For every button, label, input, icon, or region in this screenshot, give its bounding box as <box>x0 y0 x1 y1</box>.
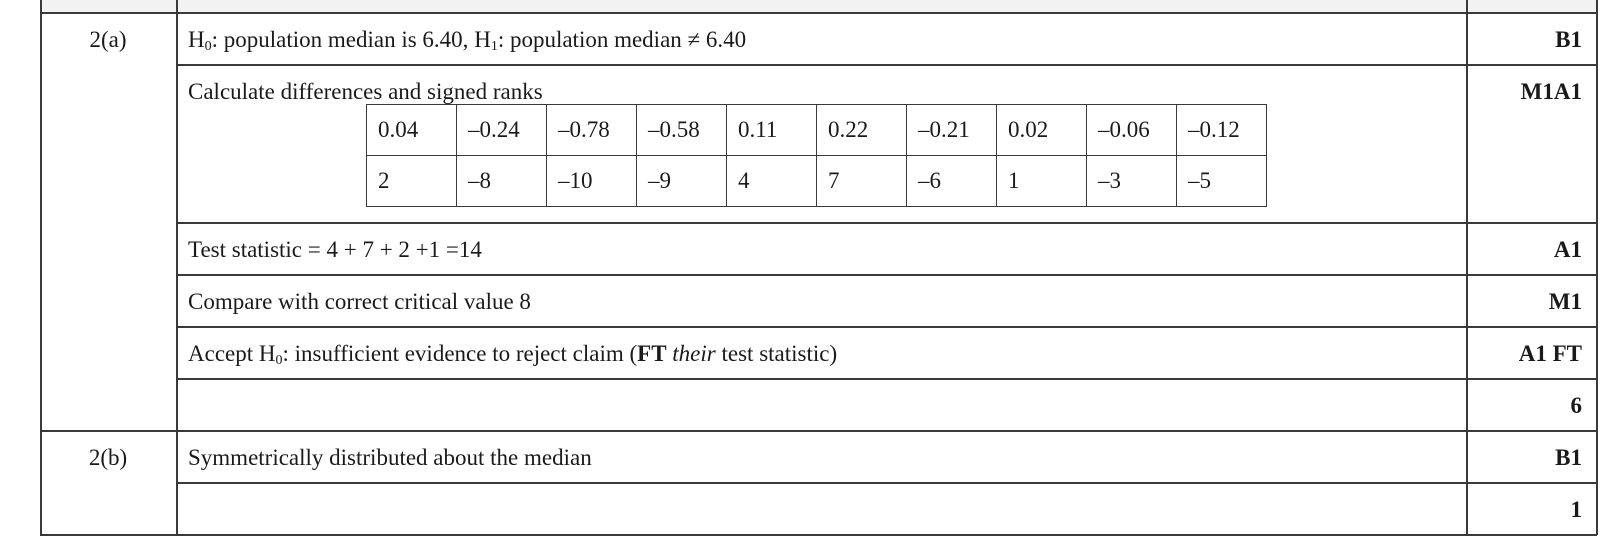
compare-text: Compare with correct critical value 8 <box>188 289 531 314</box>
rank-cell: –6 <box>906 155 997 207</box>
mark-label: M1A1 <box>1520 79 1582 104</box>
rank-cell: –3 <box>1086 155 1177 207</box>
mark-label: M1 <box>1548 289 1582 314</box>
total-mark: 1 <box>1570 497 1583 522</box>
column-divider <box>1596 0 1598 535</box>
hypotheses-text: H0: population median is 6.40, H1: popul… <box>188 27 747 54</box>
difference-cell: 0.11 <box>726 104 817 156</box>
difference-cell: 0.22 <box>816 104 907 156</box>
test-statistic-text: Test statistic = 4 + 7 + 2 +1 =14 <box>188 237 482 262</box>
row-divider <box>176 378 1597 380</box>
row-divider <box>176 274 1597 276</box>
row-divider <box>40 430 1597 432</box>
rank-cell: –8 <box>456 155 547 207</box>
conclusion-text: Accept H0: insufficient evidence to reje… <box>188 341 838 368</box>
differences-text: Calculate differences and signed ranks <box>188 79 543 104</box>
difference-cell: –0.06 <box>1086 104 1177 156</box>
difference-cell: –0.12 <box>1176 104 1267 156</box>
column-divider <box>40 0 42 535</box>
rank-cell: –9 <box>636 155 727 207</box>
column-divider <box>1466 0 1468 535</box>
difference-cell: 0.04 <box>366 104 457 156</box>
mark-label: A1 FT <box>1518 341 1582 366</box>
row-divider <box>176 326 1597 328</box>
row-divider <box>40 12 1597 14</box>
rank-cell: 4 <box>726 155 817 207</box>
row-divider <box>176 482 1597 484</box>
mark-label: A1 <box>1553 237 1582 262</box>
difference-cell: 0.02 <box>996 104 1087 156</box>
header-row-remnant <box>40 0 1597 13</box>
differences-row: 0.04 –0.24 –0.78 –0.58 0.11 0.22 –0.21 0… <box>366 104 1267 156</box>
question-number: 2(a) <box>89 27 127 52</box>
ranks-row: 2 –8 –10 –9 4 7 –6 1 –3 –5 <box>366 155 1267 207</box>
question-number: 2(b) <box>88 445 128 470</box>
difference-cell: –0.78 <box>546 104 637 156</box>
row-divider <box>176 64 1597 66</box>
difference-cell: –0.21 <box>906 104 997 156</box>
difference-cell: –0.58 <box>636 104 727 156</box>
rank-cell: –10 <box>546 155 637 207</box>
row-divider <box>40 534 1597 536</box>
rank-cell: 7 <box>816 155 907 207</box>
row-divider <box>176 222 1597 224</box>
difference-cell: –0.24 <box>456 104 547 156</box>
signed-ranks-table: 0.04 –0.24 –0.78 –0.58 0.11 0.22 –0.21 0… <box>366 104 1267 207</box>
rank-cell: 1 <box>996 155 1087 207</box>
mark-label: B1 <box>1555 27 1582 52</box>
part-b-answer-text: Symmetrically distributed about the medi… <box>188 445 592 470</box>
total-mark: 6 <box>1570 393 1583 418</box>
column-divider <box>176 0 178 535</box>
mark-label: B1 <box>1555 445 1582 470</box>
rank-cell: 2 <box>366 155 457 207</box>
rank-cell: –5 <box>1176 155 1267 207</box>
